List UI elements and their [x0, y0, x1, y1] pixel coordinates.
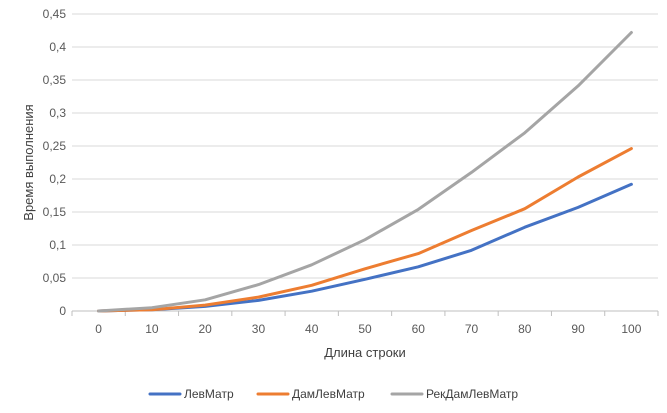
- y-tick-label: 0,4: [49, 40, 66, 54]
- legend-label: ДамЛевМатр: [292, 387, 365, 401]
- series-line-3: [97, 31, 633, 313]
- series-lines: [97, 31, 633, 313]
- y-tick-label: 0,2: [49, 172, 66, 186]
- x-tick-label: 50: [358, 322, 372, 336]
- y-tick-label: 0,45: [43, 7, 67, 21]
- y-axis-title: Время выполнения: [21, 104, 36, 220]
- x-axis-title: Длина строки: [324, 345, 406, 360]
- y-tick-label: 0,15: [43, 205, 67, 219]
- x-tick-label: 60: [412, 322, 426, 336]
- legend-label: ЛевМатр: [184, 387, 234, 401]
- y-tick-label: 0: [59, 304, 66, 318]
- gridlines: [72, 13, 658, 279]
- x-tick-label: 0: [95, 322, 102, 336]
- y-tick-label: 0,3: [49, 106, 66, 120]
- x-tick-label: 20: [199, 322, 213, 336]
- x-tick-label: 10: [145, 322, 159, 336]
- y-tick-label: 0,35: [43, 73, 67, 87]
- series-line-1: [97, 182, 633, 313]
- legend-label: РекДамЛевМатр: [426, 387, 518, 401]
- y-tick-label: 0,25: [43, 139, 67, 153]
- x-tick-label: 80: [518, 322, 532, 336]
- axes: 0 0,05 0,1 0,15 0,2 0,25 0,3 0,35 0,4 0,45 0 10 20 30…: [43, 7, 659, 336]
- y-tick-label: 0,05: [43, 271, 67, 285]
- x-tick-label: 100: [621, 322, 641, 336]
- series-line-2: [97, 147, 633, 313]
- x-tick-label: 30: [252, 322, 266, 336]
- legend: ЛевМатр ДамЛевМатр РекДамЛевМатр: [148, 387, 518, 401]
- y-tick-label: 0,1: [49, 238, 66, 252]
- x-tick-label: 70: [465, 322, 479, 336]
- x-tick-label: 40: [305, 322, 319, 336]
- x-tick-label: 90: [571, 322, 585, 336]
